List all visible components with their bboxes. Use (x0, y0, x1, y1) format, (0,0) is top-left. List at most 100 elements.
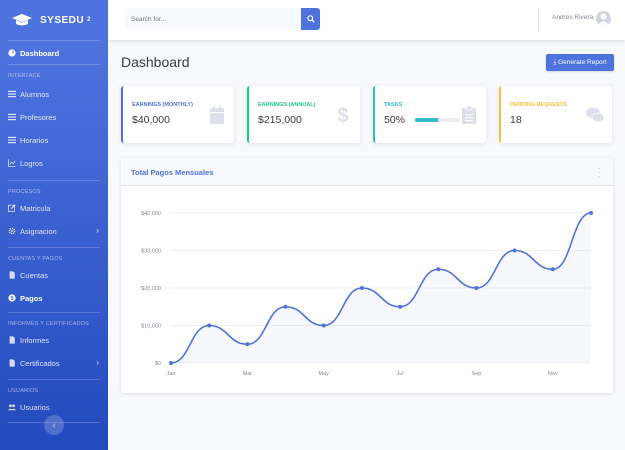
data-point (589, 211, 593, 215)
sidebar-heading-cuentas: CUENTAS Y PAGOS (8, 256, 63, 262)
list-icon (8, 113, 16, 121)
sidebar-heading-procesos: PROCESOS (8, 189, 41, 195)
file-icon (9, 336, 15, 344)
data-point (283, 304, 288, 309)
money-icon: $ (8, 294, 16, 302)
card-earnings-monthly: EARNINGS (MONTHLY) $40,000 (121, 86, 234, 143)
sidebar-item-horarios[interactable]: Horarios (0, 129, 108, 151)
avatar[interactable] (596, 11, 611, 26)
data-point (474, 286, 479, 290)
sidebar-divider (8, 247, 100, 248)
sidebar-item-label: Alumnos (20, 89, 50, 99)
sidebar-item-informes[interactable]: Informes (0, 329, 108, 351)
search-icon (306, 15, 315, 23)
series-line (170, 212, 592, 364)
brand[interactable]: SYSEDU 2 (0, 0, 108, 40)
area-fill (171, 213, 591, 363)
card-pending-requests: PENDING REQUESTS 18 (499, 86, 612, 143)
y-tick-label: $0 (155, 361, 161, 367)
sidebar-item-label: Pagos (20, 293, 43, 303)
sidebar-item-cuentas[interactable]: Cuentas (0, 264, 108, 286)
y-tick-label: $30,000 (141, 249, 161, 255)
svg-text:$: $ (337, 105, 348, 125)
comments-icon (586, 107, 605, 123)
sidebar-item-logros[interactable]: Logros (0, 152, 108, 174)
sidebar-divider (8, 379, 100, 380)
data-point (169, 361, 173, 365)
brand-name: SYSEDU (40, 14, 85, 26)
sidebar-item-label: Profesores (20, 112, 57, 122)
x-tick-label: Mar (243, 371, 253, 377)
sidebar-item-dashboard[interactable]: Dashboard (0, 42, 108, 64)
chart-title: Total Pagos Mensuales (131, 168, 214, 177)
search-bar (125, 8, 320, 30)
data-point (359, 286, 364, 290)
chart-card: Total Pagos Mensuales · · · $0 $10,000 $20,0… (121, 158, 613, 393)
sidebar-divider (8, 64, 100, 65)
list-icon (8, 136, 16, 144)
y-tick-label: $40,000 (141, 211, 161, 217)
sidebar-item-label: Matricula (20, 203, 51, 213)
data-point (398, 304, 403, 309)
data-point (321, 323, 326, 328)
sidebar: SYSEDU 2 Dashboard INTERFACE Alumnos Prof… (0, 0, 108, 450)
x-tick-label: Nov (548, 371, 558, 377)
tasks-progress-bar (415, 118, 460, 122)
edit-icon (8, 204, 16, 212)
list-icon (8, 90, 16, 98)
sidebar-item-label: Dashboard (20, 48, 60, 58)
user-name[interactable]: Andres Rivera (552, 14, 594, 21)
sidebar-item-profesores[interactable]: Profesores (0, 106, 108, 128)
sidebar-item-label: Logros (20, 158, 43, 168)
sidebar-item-pagos[interactable]: $ Pagos (0, 287, 108, 309)
file-icon (9, 359, 15, 367)
sidebar-heading-interface: INTERFACE (8, 73, 41, 79)
search-button[interactable] (301, 8, 320, 30)
user-icon (597, 13, 610, 26)
tasks-progress-fill (415, 118, 438, 122)
search-input[interactable] (125, 8, 301, 30)
card-label: EARNINGS (ANNUAL) (258, 102, 316, 108)
sidebar-item-label: Certificados (20, 358, 60, 368)
brand-superscript: 2 (87, 17, 91, 23)
generate-report-button[interactable]: ⤓ Generate Report (546, 54, 614, 71)
card-tasks: TASKS 50% (373, 86, 486, 143)
x-tick-label: May (319, 371, 330, 377)
more-options-icon[interactable]: · · · (598, 163, 601, 181)
sidebar-item-usuarios[interactable]: Usuarios (0, 396, 108, 418)
x-tick-label: Jul (397, 371, 404, 377)
sidebar-item-asignacion[interactable]: Asignacion › (0, 220, 108, 242)
data-point (550, 267, 555, 272)
topbar-divider (538, 8, 539, 32)
sidebar-item-label: Horarios (20, 135, 49, 145)
card-value: $40,000 (132, 114, 170, 126)
sidebar-toggle-button[interactable]: ‹ (44, 415, 64, 435)
card-value: $215,000 (258, 114, 302, 126)
page-title: Dashboard (121, 54, 190, 70)
y-tick-label: $10,000 (141, 324, 161, 330)
sidebar-item-label: Usuarios (20, 402, 50, 412)
sidebar-item-matricula[interactable]: Matricula (0, 197, 108, 219)
svg-text:$: $ (10, 296, 14, 302)
sidebar-item-certificados[interactable]: Certificados › (0, 352, 108, 374)
graduation-cap-icon (12, 14, 32, 26)
data-point (207, 323, 212, 328)
x-tick-label: Sep (472, 371, 482, 377)
sidebar-item-alumnos[interactable]: Alumnos (0, 83, 108, 105)
sidebar-divider (8, 180, 100, 181)
data-point (245, 342, 250, 347)
sidebar-item-label: Informes (20, 335, 50, 345)
card-value: 18 (510, 114, 522, 126)
card-label: PENDING REQUESTS (510, 102, 567, 108)
sidebar-divider (8, 422, 100, 423)
chevron-right-icon: › (96, 226, 99, 235)
chevron-right-icon: › (96, 358, 99, 367)
card-earnings-annual: EARNINGS (ANNUAL) $215,000 $ (247, 86, 360, 143)
sidebar-divider (8, 312, 100, 313)
chart-header: Total Pagos Mensuales · · · (121, 158, 613, 186)
area-chart: $0 $10,000 $20,000 $30,000 $40,000 Jan Mar May J… (141, 211, 593, 377)
gear-icon (8, 227, 16, 235)
sidebar-heading-usuarios: USUARIOS (8, 388, 39, 394)
topbar: Andres Rivera (108, 0, 625, 40)
card-value: 50% (384, 114, 406, 126)
